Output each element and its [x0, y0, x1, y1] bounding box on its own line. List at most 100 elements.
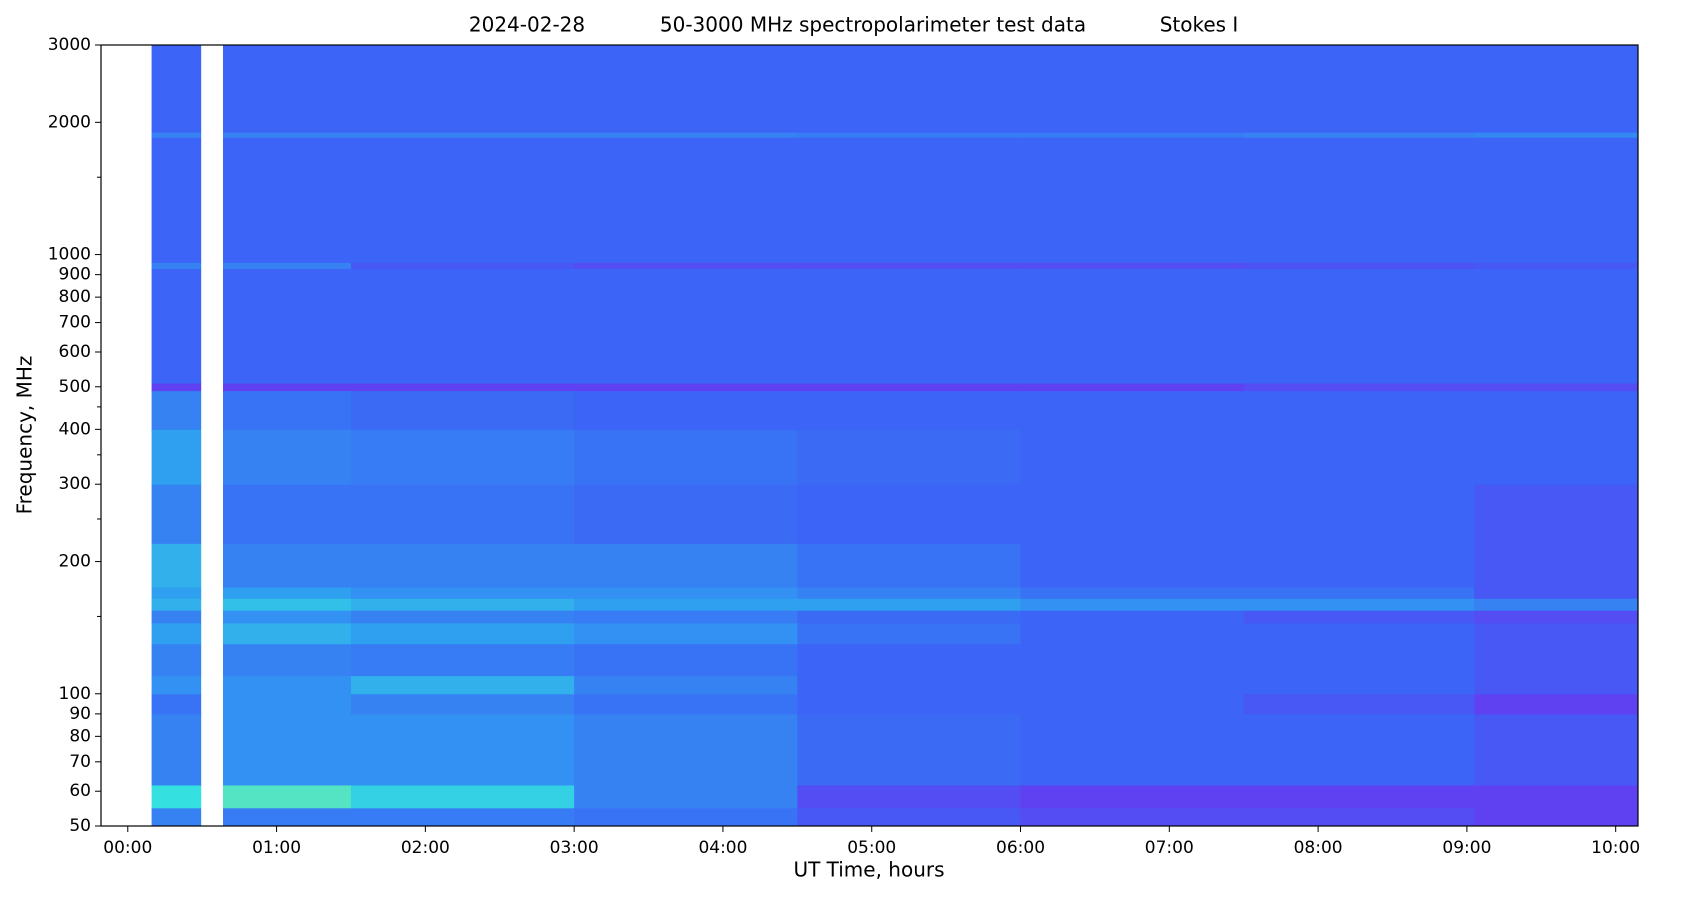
y-tick-label: 300 — [59, 474, 91, 494]
heatmap-cell — [1020, 262, 1245, 269]
heatmap-cell — [223, 693, 352, 715]
heatmap-cell — [574, 610, 798, 624]
heatmap-cell — [1474, 807, 1639, 827]
heatmap-cell — [574, 390, 798, 430]
heatmap-cell — [151, 713, 202, 786]
heatmap-cell — [1474, 587, 1639, 599]
heatmap-cell — [574, 45, 798, 133]
heatmap-cell — [1243, 807, 1475, 827]
heatmap-cell — [797, 713, 1022, 786]
heatmap-cell — [223, 268, 352, 384]
heatmap-cell — [223, 132, 352, 138]
heatmap-cell — [797, 268, 1022, 384]
heatmap-cell — [1474, 383, 1639, 392]
heatmap-cell — [350, 675, 575, 695]
heatmap-cell — [151, 693, 202, 715]
x-tick-label: 04:00 — [698, 838, 747, 858]
heatmap-cell — [574, 268, 798, 384]
heatmap-cell — [350, 484, 575, 544]
heatmap-cell — [1474, 132, 1639, 138]
heatmap-cell — [797, 807, 1022, 827]
heatmap-cell — [574, 137, 798, 263]
heatmap-cell — [151, 137, 202, 263]
heatmap-cell — [1020, 137, 1245, 263]
heatmap-cell — [151, 132, 202, 138]
y-tick-label: 500 — [59, 377, 91, 397]
heatmap-cell — [151, 587, 202, 599]
heatmap-cell — [574, 429, 798, 485]
plot-frame — [100, 44, 1639, 827]
heatmap-cell — [350, 390, 575, 430]
heatmap-cell — [1243, 693, 1475, 715]
heatmap-cell — [350, 137, 575, 263]
heatmap-cell — [350, 45, 575, 133]
heatmap-cell — [574, 262, 798, 269]
heatmap-cell — [350, 610, 575, 624]
heatmap-cell — [151, 807, 202, 827]
heatmap-cell — [223, 807, 352, 827]
heatmap-cell — [574, 643, 798, 677]
heatmap-cell — [797, 543, 1022, 588]
chart-title-stokes: Stokes I — [1160, 13, 1239, 37]
heatmap-cell — [797, 390, 1022, 430]
heatmap-cell — [151, 484, 202, 544]
heatmap-cell — [223, 713, 352, 786]
heatmap-cell — [797, 137, 1022, 263]
heatmap-cell — [1474, 675, 1639, 695]
heatmap-cell — [574, 784, 798, 809]
heatmap-cell — [151, 643, 202, 677]
y-tick-label: 80 — [69, 726, 91, 746]
heatmap-cell — [1020, 693, 1245, 715]
y-tick-label: 200 — [59, 552, 91, 572]
y-tick-label: 400 — [59, 419, 91, 439]
heatmap-cell — [797, 132, 1022, 138]
heatmap-cell — [1243, 643, 1475, 677]
heatmap-cell — [1474, 390, 1639, 430]
x-tick-label: 10:00 — [1591, 838, 1640, 858]
heatmap-cell — [151, 383, 202, 392]
heatmap-cell — [1020, 610, 1245, 624]
chart-title-date: 2024-02-28 — [469, 13, 585, 37]
heatmap-cell — [1243, 713, 1475, 786]
heatmap-cell — [223, 598, 352, 611]
heatmap-cell — [574, 132, 798, 138]
heatmap-cell — [1243, 390, 1475, 430]
heatmap-cell — [1020, 713, 1245, 786]
heatmap-cell — [1474, 45, 1639, 133]
heatmap-cell — [797, 587, 1022, 599]
heatmap-cell — [1243, 429, 1475, 485]
heatmap-cell — [1474, 610, 1639, 624]
heatmap-cell — [1020, 45, 1245, 133]
heatmap-cell — [223, 383, 352, 392]
heatmap-cell — [151, 262, 202, 269]
x-tick-label: 07:00 — [1145, 838, 1194, 858]
heatmap-cell — [151, 45, 202, 133]
heatmap-cell — [223, 622, 352, 645]
heatmap-cell — [797, 784, 1022, 809]
heatmap-cell — [223, 429, 352, 485]
heatmap-cell — [1474, 598, 1639, 611]
heatmap-cell — [574, 675, 798, 695]
y-tick-label: 100 — [59, 684, 91, 704]
heatmap-cell — [151, 429, 202, 485]
heatmap-cell — [797, 383, 1022, 392]
heatmap-cell — [350, 643, 575, 677]
heatmap-cell — [223, 643, 352, 677]
heatmap-cell — [1474, 429, 1639, 485]
heatmap-cell — [1243, 45, 1475, 133]
heatmap-cell — [1243, 610, 1475, 624]
heatmap-cell — [574, 543, 798, 588]
heatmap-cell — [797, 675, 1022, 695]
heatmap-cell — [151, 543, 202, 588]
heatmap-cell — [223, 675, 352, 695]
heatmap-cell — [1474, 543, 1639, 588]
heatmap-cell — [797, 610, 1022, 624]
heatmap-cell — [574, 587, 798, 599]
heatmap-cell — [797, 429, 1022, 485]
heatmap-cell — [574, 713, 798, 786]
heatmap-cell — [151, 784, 202, 809]
heatmap-cell — [1243, 784, 1475, 809]
heatmap-cell — [350, 429, 575, 485]
heatmap-cell — [1243, 543, 1475, 588]
y-tick-label: 900 — [59, 265, 91, 285]
